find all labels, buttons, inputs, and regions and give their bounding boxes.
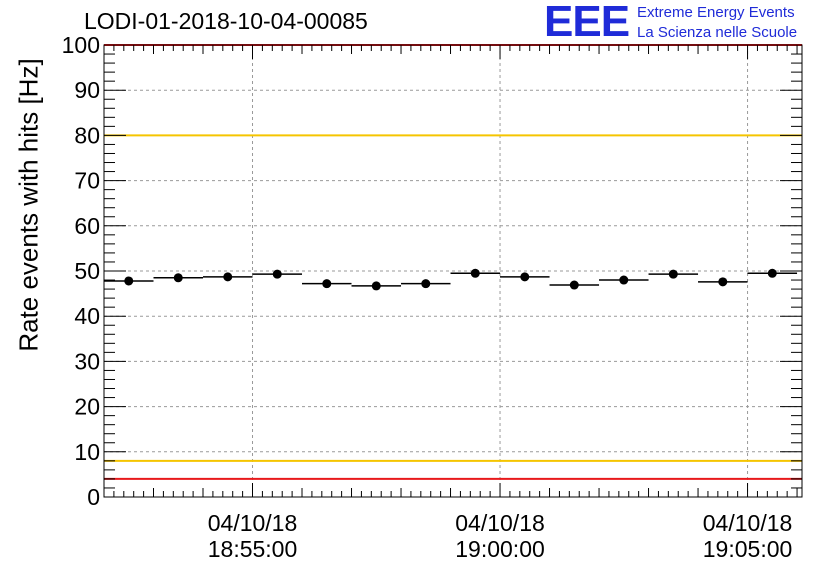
data-point (767, 268, 777, 278)
data-point (322, 279, 332, 289)
chart-title: LODI-01-2018-10-04-00085 (84, 8, 368, 34)
data-point (718, 277, 728, 287)
data-point (520, 272, 530, 282)
eee-logo: EEE (544, 0, 630, 46)
tick-labels: 010203040506070809010004/10/1818:55:0004… (62, 32, 793, 562)
logo-subtitle-2: La Scienza nelle Scuole (637, 24, 798, 41)
y-tick-label: 100 (62, 32, 100, 58)
data-point (470, 268, 480, 278)
data-point (668, 269, 678, 279)
data-point (371, 281, 381, 291)
data-series (104, 268, 798, 291)
data-point (124, 276, 134, 286)
data-point (223, 272, 233, 282)
y-tick-label: 10 (74, 439, 100, 465)
y-tick-label: 20 (74, 394, 100, 420)
y-tick-label: 30 (74, 348, 100, 374)
x-tick-label-time: 18:55:00 (208, 536, 298, 562)
data-point (272, 269, 282, 279)
data-point (421, 279, 431, 289)
data-point (173, 273, 183, 283)
x-tick-label-time: 19:00:00 (455, 536, 545, 562)
y-tick-label: 60 (74, 213, 100, 239)
reference-lines (104, 44, 802, 480)
x-tick-label-date: 04/10/18 (703, 510, 793, 536)
x-tick-label-date: 04/10/18 (455, 510, 545, 536)
grid-layer (104, 45, 802, 497)
axis-ticks (104, 44, 802, 498)
y-tick-label: 80 (74, 122, 100, 148)
y-tick-label: 50 (74, 258, 100, 284)
y-axis-title: Rate events with hits [Hz] (13, 58, 44, 352)
x-tick-label-time: 19:05:00 (703, 536, 793, 562)
y-tick-label: 0 (87, 484, 100, 510)
y-tick-label: 70 (74, 168, 100, 194)
logo-subtitle-1: Extreme Energy Events (637, 4, 795, 21)
y-tick-label: 40 (74, 303, 100, 329)
x-tick-label-date: 04/10/18 (208, 510, 298, 536)
data-point (569, 280, 579, 290)
y-tick-label: 90 (74, 77, 100, 103)
data-point (619, 275, 629, 285)
